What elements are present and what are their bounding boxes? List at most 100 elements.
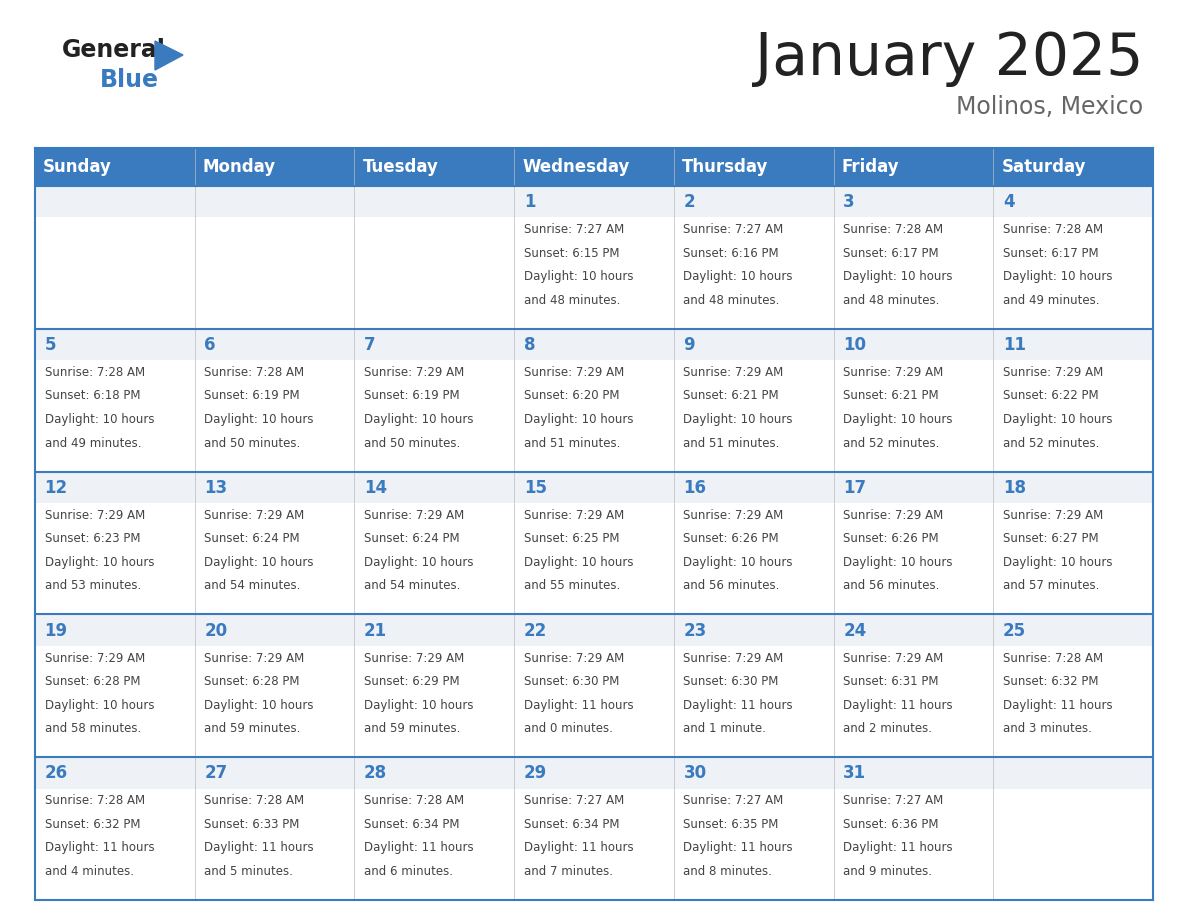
Text: and 50 minutes.: and 50 minutes. bbox=[364, 437, 460, 450]
Text: 27: 27 bbox=[204, 765, 228, 782]
Text: and 56 minutes.: and 56 minutes. bbox=[683, 579, 779, 592]
Text: Sunset: 6:19 PM: Sunset: 6:19 PM bbox=[204, 389, 299, 402]
Bar bbox=[354, 218, 514, 329]
Text: and 49 minutes.: and 49 minutes. bbox=[45, 437, 141, 450]
Bar bbox=[34, 614, 195, 757]
Bar bbox=[514, 360, 674, 472]
Text: Sunset: 6:22 PM: Sunset: 6:22 PM bbox=[1003, 389, 1099, 402]
Bar bbox=[834, 218, 993, 329]
Bar bbox=[993, 503, 1154, 614]
Text: Daylight: 10 hours: Daylight: 10 hours bbox=[1003, 413, 1112, 426]
Polygon shape bbox=[154, 41, 183, 70]
Text: Daylight: 10 hours: Daylight: 10 hours bbox=[1003, 270, 1112, 284]
Bar bbox=[514, 789, 674, 900]
Bar bbox=[834, 646, 993, 757]
Text: 9: 9 bbox=[683, 336, 695, 354]
Text: Daylight: 10 hours: Daylight: 10 hours bbox=[524, 413, 633, 426]
Text: General: General bbox=[62, 38, 166, 62]
Text: 19: 19 bbox=[45, 621, 68, 640]
Text: 13: 13 bbox=[204, 479, 227, 497]
Text: and 2 minutes.: and 2 minutes. bbox=[843, 722, 933, 735]
Bar bbox=[674, 789, 834, 900]
Bar bbox=[34, 472, 195, 614]
Text: and 4 minutes.: and 4 minutes. bbox=[45, 865, 133, 878]
Text: 12: 12 bbox=[45, 479, 68, 497]
Text: Sunset: 6:17 PM: Sunset: 6:17 PM bbox=[843, 247, 939, 260]
Text: Sunrise: 7:27 AM: Sunrise: 7:27 AM bbox=[683, 794, 784, 807]
Bar bbox=[674, 503, 834, 614]
Bar bbox=[993, 472, 1154, 614]
Text: Sunset: 6:34 PM: Sunset: 6:34 PM bbox=[524, 818, 619, 831]
Bar bbox=[514, 218, 674, 329]
Text: Daylight: 10 hours: Daylight: 10 hours bbox=[204, 556, 314, 569]
Text: 8: 8 bbox=[524, 336, 536, 354]
Text: 4: 4 bbox=[1003, 193, 1015, 211]
Bar bbox=[674, 218, 834, 329]
Text: 2: 2 bbox=[683, 193, 695, 211]
Text: 30: 30 bbox=[683, 765, 707, 782]
Bar bbox=[674, 186, 834, 329]
Text: 5: 5 bbox=[45, 336, 56, 354]
Text: and 48 minutes.: and 48 minutes. bbox=[683, 294, 779, 307]
Bar bbox=[834, 148, 993, 186]
Text: Molinos, Mexico: Molinos, Mexico bbox=[956, 95, 1143, 119]
Bar bbox=[993, 757, 1154, 900]
Text: and 7 minutes.: and 7 minutes. bbox=[524, 865, 613, 878]
Text: Sunset: 6:32 PM: Sunset: 6:32 PM bbox=[45, 818, 140, 831]
Bar bbox=[993, 789, 1154, 900]
Bar bbox=[195, 148, 354, 186]
Text: Sunrise: 7:29 AM: Sunrise: 7:29 AM bbox=[683, 509, 784, 521]
Text: Sunset: 6:26 PM: Sunset: 6:26 PM bbox=[683, 532, 779, 545]
Bar bbox=[354, 360, 514, 472]
Text: Sunset: 6:21 PM: Sunset: 6:21 PM bbox=[843, 389, 939, 402]
Text: and 9 minutes.: and 9 minutes. bbox=[843, 865, 933, 878]
Text: Sunrise: 7:27 AM: Sunrise: 7:27 AM bbox=[683, 223, 784, 236]
Text: Daylight: 11 hours: Daylight: 11 hours bbox=[683, 842, 794, 855]
Text: Daylight: 11 hours: Daylight: 11 hours bbox=[683, 699, 794, 711]
Text: Daylight: 10 hours: Daylight: 10 hours bbox=[364, 413, 474, 426]
Bar bbox=[674, 646, 834, 757]
Bar bbox=[834, 472, 993, 614]
Text: Sunset: 6:24 PM: Sunset: 6:24 PM bbox=[364, 532, 460, 545]
Text: Sunset: 6:20 PM: Sunset: 6:20 PM bbox=[524, 389, 619, 402]
Text: Sunset: 6:29 PM: Sunset: 6:29 PM bbox=[364, 675, 460, 688]
Text: Sunrise: 7:27 AM: Sunrise: 7:27 AM bbox=[524, 223, 624, 236]
Text: Sunrise: 7:29 AM: Sunrise: 7:29 AM bbox=[1003, 509, 1104, 521]
Text: Sunset: 6:17 PM: Sunset: 6:17 PM bbox=[1003, 247, 1099, 260]
Text: Sunrise: 7:27 AM: Sunrise: 7:27 AM bbox=[843, 794, 943, 807]
Text: 28: 28 bbox=[364, 765, 387, 782]
Text: 31: 31 bbox=[843, 765, 866, 782]
Text: Sunrise: 7:29 AM: Sunrise: 7:29 AM bbox=[45, 652, 145, 665]
Bar bbox=[993, 218, 1154, 329]
Text: and 54 minutes.: and 54 minutes. bbox=[204, 579, 301, 592]
Bar bbox=[354, 148, 514, 186]
Bar bbox=[834, 360, 993, 472]
Text: and 59 minutes.: and 59 minutes. bbox=[204, 722, 301, 735]
Text: Sunset: 6:19 PM: Sunset: 6:19 PM bbox=[364, 389, 460, 402]
Text: 6: 6 bbox=[204, 336, 216, 354]
Bar bbox=[354, 789, 514, 900]
Text: Sunrise: 7:29 AM: Sunrise: 7:29 AM bbox=[364, 509, 465, 521]
Text: Daylight: 10 hours: Daylight: 10 hours bbox=[683, 556, 792, 569]
Bar bbox=[514, 329, 674, 472]
Text: and 51 minutes.: and 51 minutes. bbox=[524, 437, 620, 450]
Bar bbox=[834, 614, 993, 757]
Text: Daylight: 10 hours: Daylight: 10 hours bbox=[843, 556, 953, 569]
Text: Sunset: 6:32 PM: Sunset: 6:32 PM bbox=[1003, 675, 1099, 688]
Text: Daylight: 11 hours: Daylight: 11 hours bbox=[843, 699, 953, 711]
Bar bbox=[34, 646, 195, 757]
Text: Sunset: 6:30 PM: Sunset: 6:30 PM bbox=[524, 675, 619, 688]
Text: Sunset: 6:30 PM: Sunset: 6:30 PM bbox=[683, 675, 779, 688]
Text: Sunrise: 7:29 AM: Sunrise: 7:29 AM bbox=[843, 509, 943, 521]
Bar bbox=[993, 186, 1154, 329]
Text: Daylight: 10 hours: Daylight: 10 hours bbox=[524, 270, 633, 284]
Text: Daylight: 10 hours: Daylight: 10 hours bbox=[1003, 556, 1112, 569]
Text: Sunset: 6:18 PM: Sunset: 6:18 PM bbox=[45, 389, 140, 402]
Bar bbox=[834, 503, 993, 614]
Text: Wednesday: Wednesday bbox=[523, 158, 630, 176]
Text: Sunset: 6:31 PM: Sunset: 6:31 PM bbox=[843, 675, 939, 688]
Text: Daylight: 10 hours: Daylight: 10 hours bbox=[364, 699, 474, 711]
Text: Sunday: Sunday bbox=[43, 158, 112, 176]
Text: 24: 24 bbox=[843, 621, 866, 640]
Bar bbox=[354, 329, 514, 472]
